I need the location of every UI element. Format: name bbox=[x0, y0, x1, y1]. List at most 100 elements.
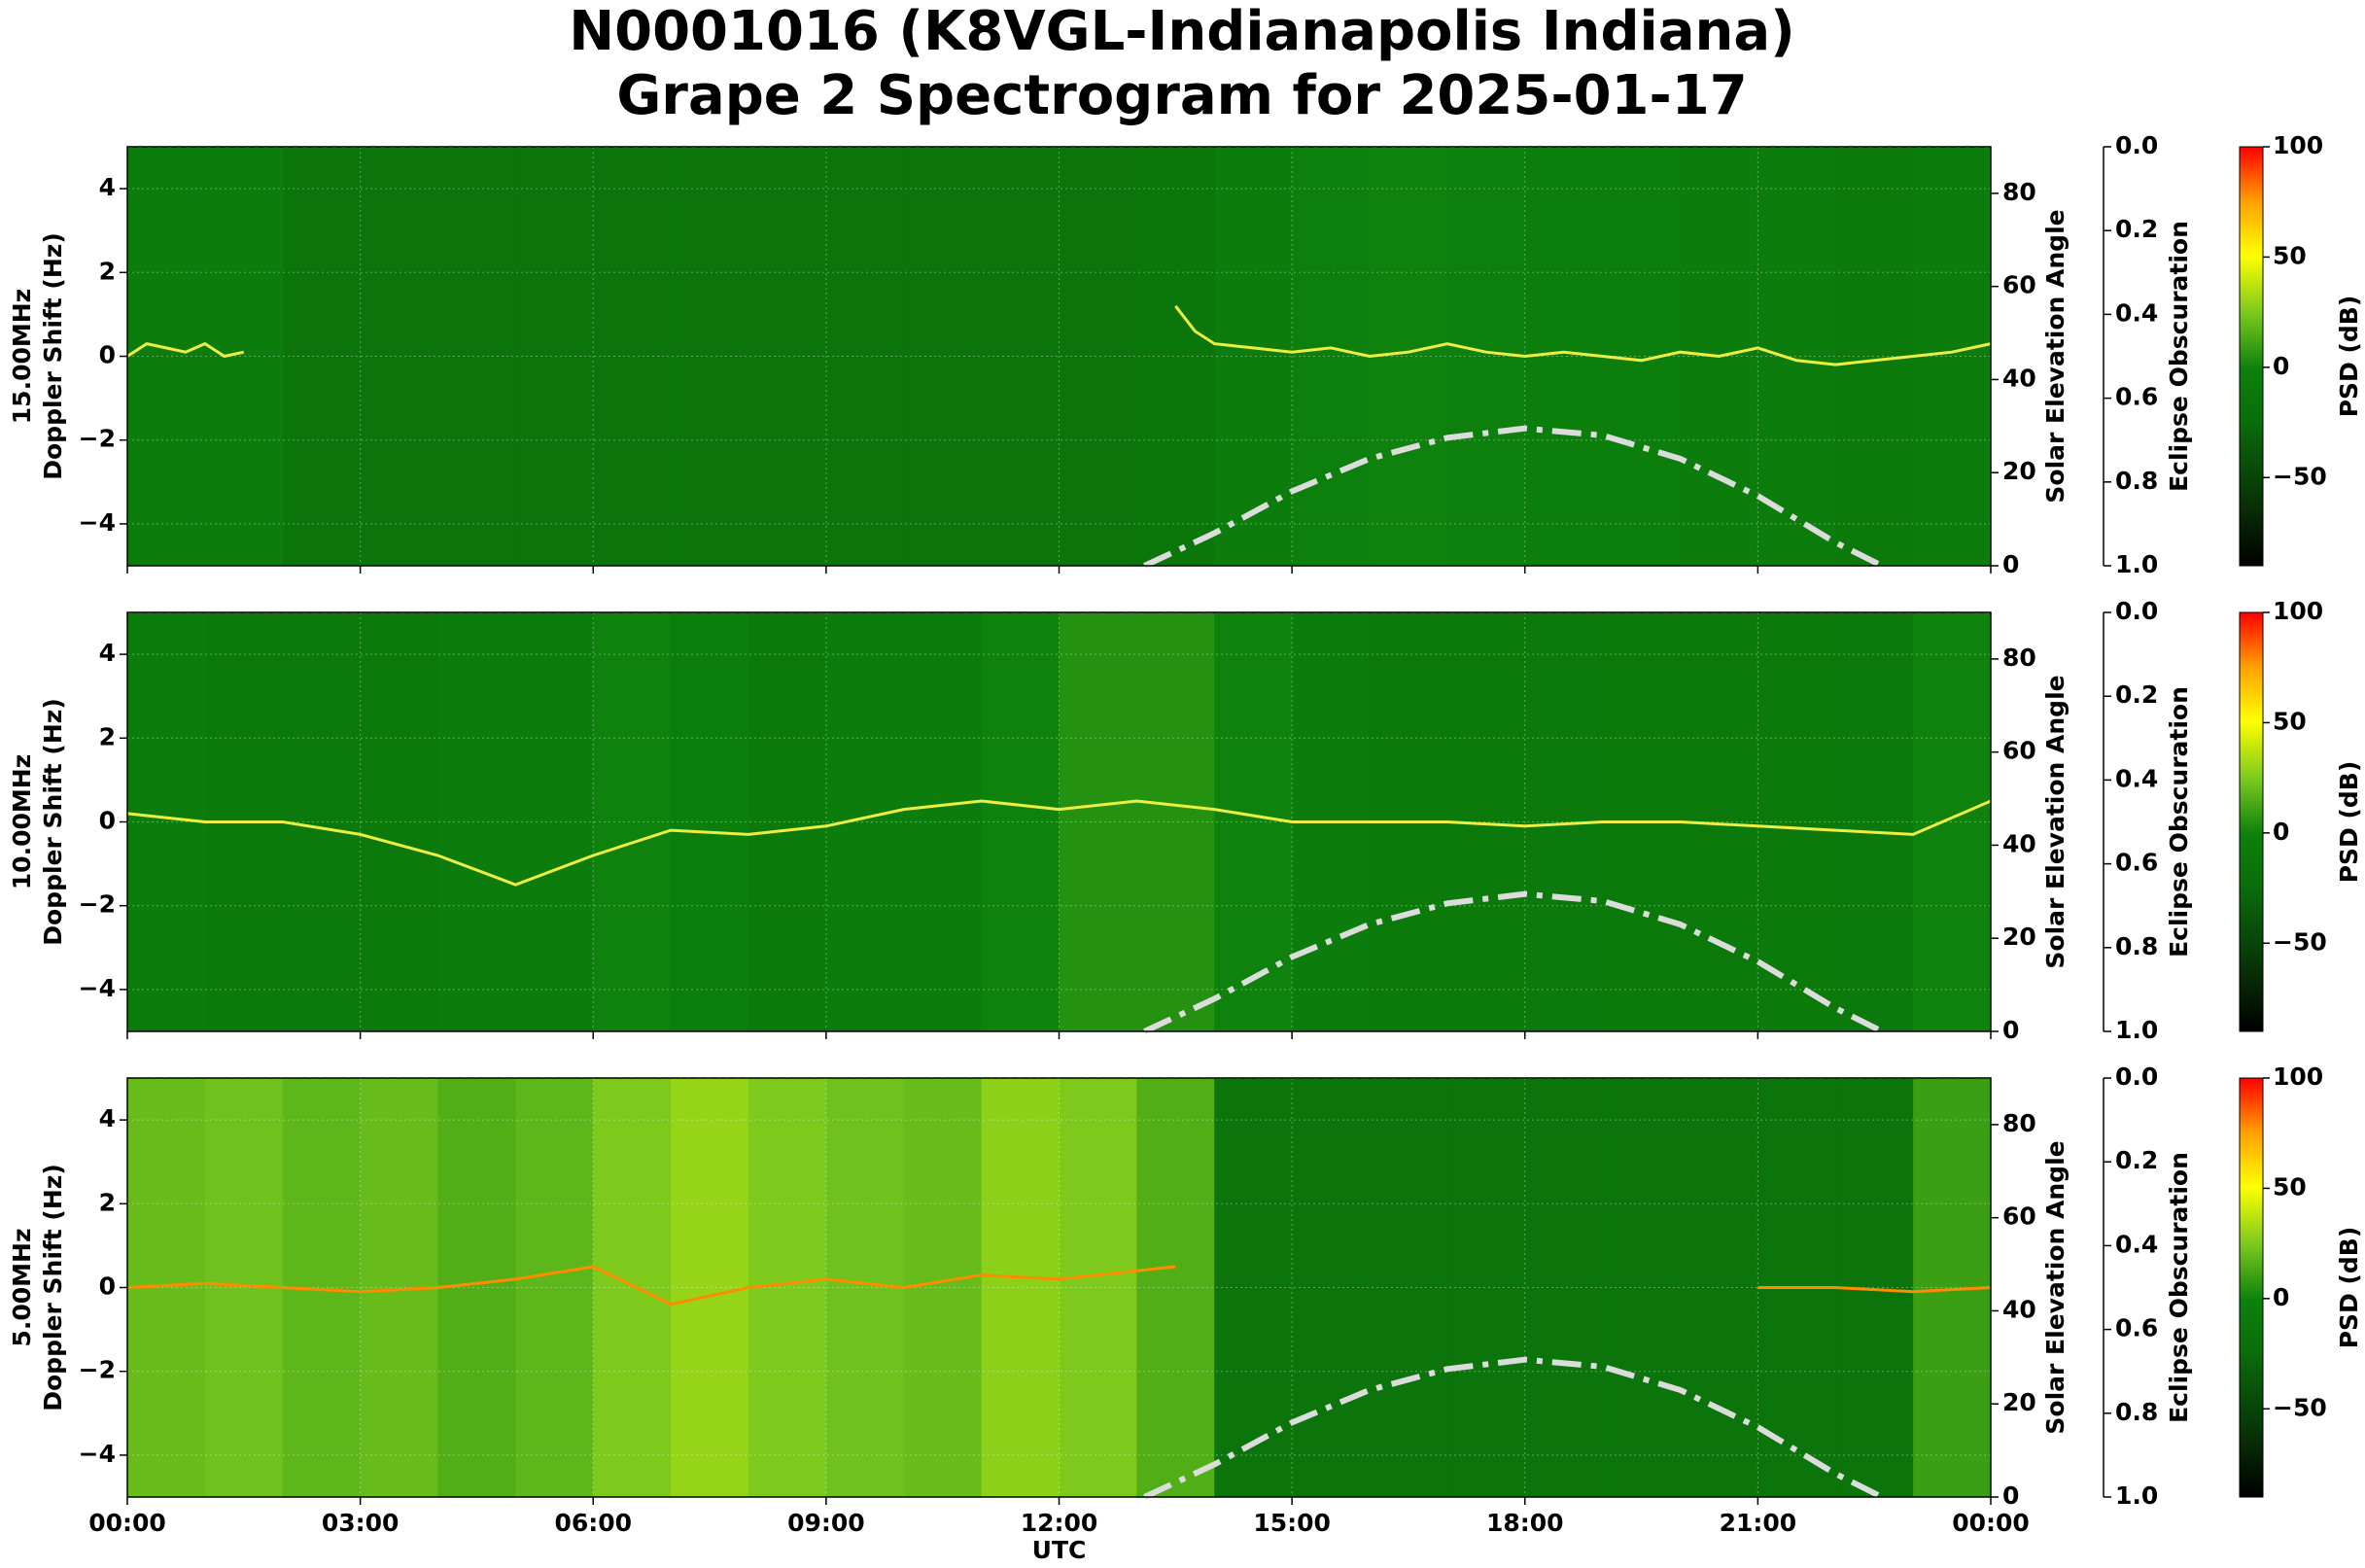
x-tick-label: 00:00 bbox=[1952, 1509, 2030, 1537]
psd-cell bbox=[1136, 1078, 1215, 1497]
y3-tick-label: 0.8 bbox=[2115, 467, 2158, 495]
y-tick-label: 4 bbox=[99, 639, 116, 667]
y-tick-label: 2 bbox=[99, 722, 116, 750]
y3-tick-label: 0.4 bbox=[2115, 764, 2158, 792]
colorbar-tick-label: 50 bbox=[2273, 241, 2307, 269]
y-axis-label: Doppler Shift (Hz) bbox=[39, 232, 67, 480]
y2-tick-label: 40 bbox=[2002, 1295, 2036, 1323]
frequency-label: 10.00MHz bbox=[8, 754, 36, 889]
y2-tick-label: 40 bbox=[2002, 364, 2036, 392]
psd-cell bbox=[360, 612, 438, 1031]
x-tick-label: 15:00 bbox=[1253, 1509, 1331, 1537]
psd-cell bbox=[1757, 147, 1836, 566]
y-axis-label: Doppler Shift (Hz) bbox=[39, 698, 67, 946]
colorbar-tick-label: 0 bbox=[2273, 1283, 2289, 1311]
psd-cell bbox=[671, 612, 749, 1031]
solar-elevation-line bbox=[1143, 890, 1884, 1034]
frequency-label: 5.00MHz bbox=[8, 1228, 36, 1346]
colorbar-tick-label: 100 bbox=[2273, 597, 2323, 625]
psd-cell bbox=[515, 147, 594, 566]
psd-cell bbox=[1757, 612, 1836, 1031]
y3-tick-label: 0.4 bbox=[2115, 298, 2158, 327]
y3-tick-label: 0.8 bbox=[2115, 1398, 2158, 1426]
psd-cell bbox=[515, 1078, 594, 1497]
y-axis-label: Doppler Shift (Hz) bbox=[39, 1164, 67, 1411]
y2-tick-label: 20 bbox=[2002, 1388, 2036, 1416]
y2-tick-label: 60 bbox=[2002, 271, 2036, 299]
y-tick-label: −2 bbox=[79, 425, 116, 453]
colorbar-tick-label: 100 bbox=[2273, 1063, 2323, 1091]
y3-tick-label: 0.0 bbox=[2115, 1063, 2158, 1091]
psd-cell bbox=[593, 612, 672, 1031]
y2-tick-label: 0 bbox=[2002, 1016, 2019, 1044]
psd-cell bbox=[127, 147, 206, 566]
y2-tick-label: 20 bbox=[2002, 923, 2036, 951]
psd-cell bbox=[903, 147, 983, 566]
y-tick-label: 0 bbox=[99, 341, 116, 369]
y3-tick-label: 0.4 bbox=[2115, 1230, 2158, 1258]
y3-tick-label: 0.6 bbox=[2115, 849, 2158, 877]
y2-axis-label: Solar Elevation Angle bbox=[2041, 675, 2069, 968]
psd-cell bbox=[1913, 612, 1992, 1031]
colorbar-tick-label: 0 bbox=[2273, 352, 2289, 380]
x-tick-label: 18:00 bbox=[1486, 1509, 1564, 1537]
y2-tick-label: 40 bbox=[2002, 829, 2036, 857]
psd-cell bbox=[1136, 147, 1215, 566]
psd-cell bbox=[748, 612, 827, 1031]
colorbar-tick-label: −50 bbox=[2273, 927, 2327, 956]
y3-tick-label: 0.2 bbox=[2115, 215, 2158, 243]
x-tick-label: 09:00 bbox=[787, 1509, 865, 1537]
psd-cell bbox=[1835, 612, 1914, 1031]
y3-tick-label: 0.8 bbox=[2115, 932, 2158, 960]
colorbar-label: PSD (dB) bbox=[2335, 1227, 2363, 1349]
psd-cell bbox=[1680, 1078, 1758, 1497]
y3-axis-label: Eclipse Obscuration bbox=[2165, 686, 2193, 958]
y2-axis-label: Solar Elevation Angle bbox=[2041, 1140, 2069, 1434]
psd-cell bbox=[903, 1078, 983, 1497]
doppler-trace bbox=[126, 304, 1992, 366]
y-tick-label: −4 bbox=[79, 1440, 116, 1468]
psd-cell bbox=[1136, 612, 1215, 1031]
colorbar-tick-label: 50 bbox=[2273, 1172, 2307, 1201]
frequency-label: 15.00MHz bbox=[8, 289, 36, 424]
psd-cell bbox=[593, 1078, 672, 1497]
y3-tick-label: 0.2 bbox=[2115, 680, 2158, 709]
solar-elevation-line bbox=[1143, 425, 1884, 569]
psd-cell bbox=[981, 1078, 1060, 1497]
x-tick-label: 21:00 bbox=[1720, 1509, 1797, 1537]
psd-cell bbox=[748, 147, 827, 566]
psd-cell bbox=[437, 147, 516, 566]
y-tick-label: −2 bbox=[79, 1356, 116, 1384]
x-tick-label: 03:00 bbox=[322, 1509, 400, 1537]
x-tick-label: 00:00 bbox=[88, 1509, 166, 1537]
x-axis-label: UTC bbox=[1032, 1536, 1087, 1564]
y3-tick-label: 0.6 bbox=[2115, 383, 2158, 411]
y2-tick-label: 80 bbox=[2002, 178, 2036, 206]
x-tick-label: 06:00 bbox=[554, 1509, 632, 1537]
y2-tick-label: 80 bbox=[2002, 1109, 2036, 1137]
psd-cell bbox=[1292, 1078, 1371, 1497]
y3-tick-label: 0.0 bbox=[2115, 131, 2158, 159]
y2-tick-label: 0 bbox=[2002, 1481, 2019, 1510]
y3-axis-label: Eclipse Obscuration bbox=[2165, 221, 2193, 492]
y3-tick-label: 0.6 bbox=[2115, 1314, 2158, 1342]
y2-tick-label: 60 bbox=[2002, 1202, 2036, 1231]
y-tick-label: 0 bbox=[99, 1272, 116, 1301]
y2-axis-label: Solar Elevation Angle bbox=[2041, 209, 2069, 503]
colorbar-label: PSD (dB) bbox=[2335, 761, 2363, 884]
psd-cell bbox=[515, 612, 594, 1031]
colorbar-tick-label: 100 bbox=[2273, 131, 2323, 159]
y-tick-label: 2 bbox=[99, 257, 116, 285]
psd-cell bbox=[282, 147, 362, 566]
psd-cell bbox=[1370, 1078, 1448, 1497]
y3-tick-label: 1.0 bbox=[2115, 1016, 2158, 1044]
colorbar bbox=[2239, 146, 2264, 567]
psd-cell bbox=[204, 147, 284, 566]
psd-cell bbox=[1602, 1078, 1681, 1497]
y3-tick-label: 0.2 bbox=[2115, 1146, 2158, 1174]
doppler-trace bbox=[126, 799, 1992, 887]
psd-cell bbox=[981, 612, 1060, 1031]
y3-tick-label: 1.0 bbox=[2115, 550, 2158, 578]
y-tick-label: −4 bbox=[79, 508, 116, 537]
